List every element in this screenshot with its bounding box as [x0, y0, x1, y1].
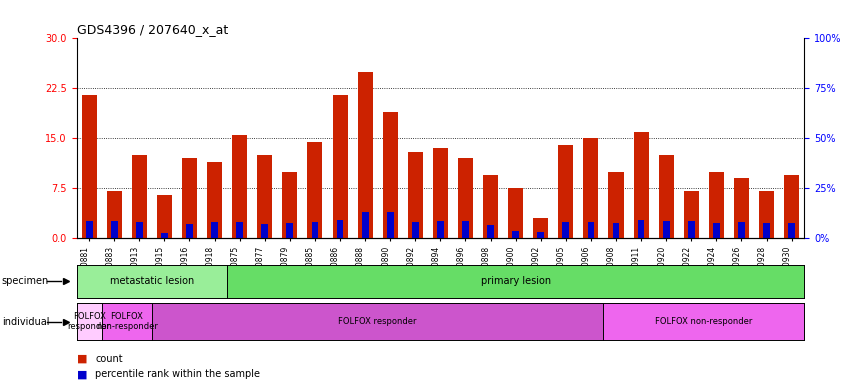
Bar — [637, 220, 644, 238]
Text: FOLFOX responder: FOLFOX responder — [339, 317, 417, 326]
Bar — [763, 223, 770, 238]
Bar — [734, 178, 749, 238]
Bar — [136, 222, 143, 238]
Bar — [311, 222, 318, 238]
Bar — [287, 223, 294, 238]
Bar — [487, 225, 494, 238]
Bar — [584, 138, 598, 238]
Bar — [759, 192, 774, 238]
Bar — [211, 222, 218, 238]
Text: primary lesion: primary lesion — [481, 276, 551, 286]
Bar — [537, 232, 544, 238]
Bar — [186, 224, 193, 238]
Bar — [433, 148, 448, 238]
Bar — [362, 212, 368, 238]
Text: GDS4396 / 207640_x_at: GDS4396 / 207640_x_at — [77, 23, 228, 36]
Bar — [738, 222, 745, 238]
Bar — [261, 224, 268, 238]
Text: percentile rank within the sample: percentile rank within the sample — [95, 369, 260, 379]
Bar — [207, 162, 222, 238]
Text: FOLFOX
responder: FOLFOX responder — [67, 312, 111, 331]
Bar — [784, 175, 799, 238]
Bar — [437, 221, 443, 238]
Bar — [307, 142, 323, 238]
Bar — [563, 222, 569, 238]
Bar — [608, 172, 624, 238]
Bar — [713, 223, 720, 238]
Text: metastatic lesion: metastatic lesion — [110, 276, 194, 286]
Bar — [659, 155, 674, 238]
Bar — [111, 221, 117, 238]
Bar — [462, 221, 469, 238]
Bar — [683, 192, 699, 238]
Text: individual: individual — [2, 316, 49, 327]
Bar — [383, 112, 397, 238]
Bar — [534, 218, 548, 238]
Text: FOLFOX non-responder: FOLFOX non-responder — [655, 317, 752, 326]
Bar — [387, 212, 394, 238]
Text: count: count — [95, 354, 123, 364]
Bar — [132, 155, 147, 238]
Bar — [412, 222, 419, 238]
Bar — [283, 172, 297, 238]
Bar — [237, 222, 243, 238]
Bar — [157, 195, 172, 238]
Bar — [558, 145, 574, 238]
Bar — [232, 135, 247, 238]
Bar — [357, 72, 373, 238]
Bar — [788, 223, 795, 238]
Bar — [161, 233, 168, 238]
Bar — [688, 221, 694, 238]
Bar — [709, 172, 724, 238]
Bar — [587, 222, 594, 238]
Bar — [82, 95, 97, 238]
Bar — [634, 132, 648, 238]
Bar — [86, 221, 93, 238]
Bar — [508, 188, 523, 238]
Bar — [483, 175, 498, 238]
Bar — [106, 192, 122, 238]
Text: specimen: specimen — [2, 276, 49, 286]
Bar — [512, 231, 519, 238]
Bar — [408, 152, 423, 238]
Text: FOLFOX
non-responder: FOLFOX non-responder — [96, 312, 157, 331]
Bar — [458, 158, 473, 238]
Bar — [613, 223, 620, 238]
Bar — [337, 220, 344, 238]
Text: ■: ■ — [77, 354, 87, 364]
Bar — [333, 95, 347, 238]
Bar — [257, 155, 272, 238]
Text: ■: ■ — [77, 369, 87, 379]
Bar — [663, 221, 670, 238]
Bar — [182, 158, 197, 238]
